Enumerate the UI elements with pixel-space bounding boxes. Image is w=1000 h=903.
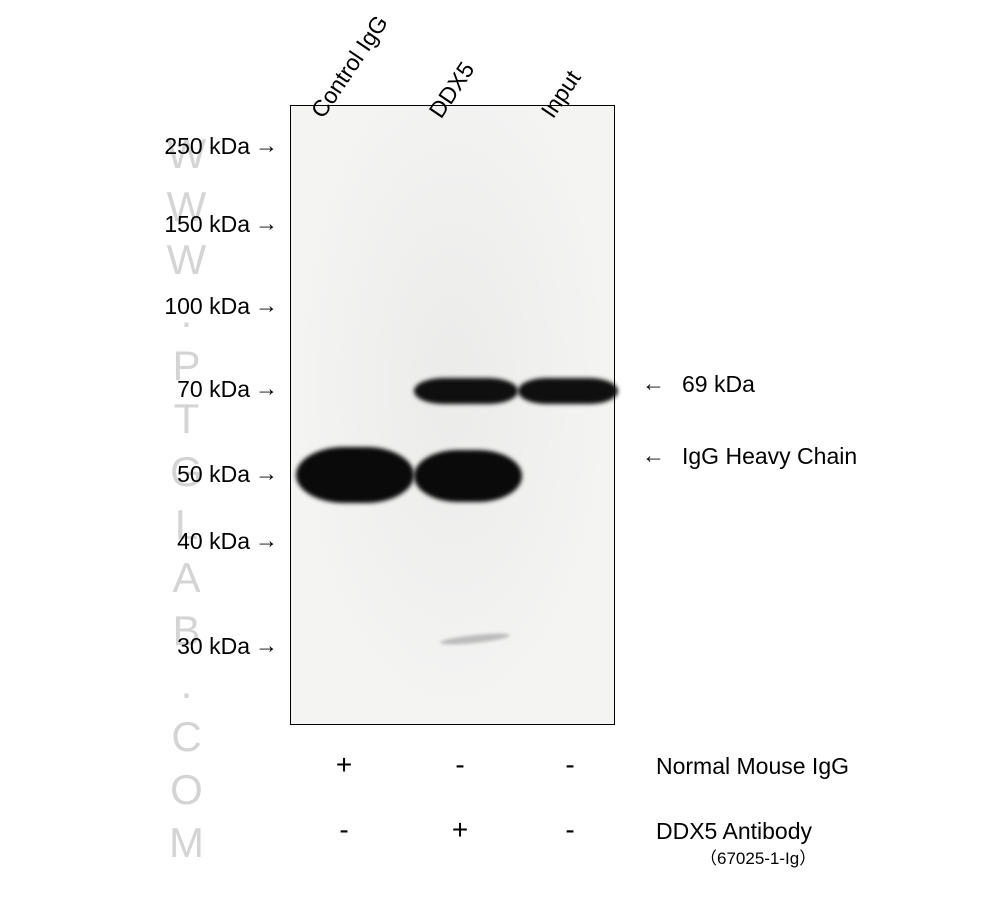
protein-band [414,378,518,404]
figure-container: WWW.PTGLAB.COM 250 kDa→150 kDa→100 kDa→7… [0,0,1000,903]
treatment-row-sublabel: （67025-1-Ig） [700,844,816,869]
protein-band [414,450,522,502]
arrow-right-icon: → [255,375,278,402]
minus-mark: - [555,749,585,781]
band-annotation-label: 69 kDa [682,371,755,398]
plus-mark: + [445,814,475,846]
minus-mark: - [329,814,359,846]
arrow-right-icon: → [255,210,278,237]
minus-mark: - [555,814,585,846]
mw-marker-label: 100 kDa [130,293,250,320]
plus-mark: + [329,749,359,781]
arrow-right-icon: → [255,132,278,159]
protein-band [296,447,414,503]
mw-marker-label: 40 kDa [130,528,250,555]
arrow-right-icon: → [255,460,278,487]
arrow-right-icon: → [255,527,278,554]
minus-mark: - [445,749,475,781]
arrow-left-icon: ← [642,370,665,397]
band-annotation-label: IgG Heavy Chain [682,443,857,470]
treatment-row-label: Normal Mouse IgG [656,753,849,780]
arrow-left-icon: ← [642,442,665,469]
arrow-right-icon: → [255,632,278,659]
mw-marker-label: 30 kDa [130,633,250,660]
mw-marker-label: 150 kDa [130,211,250,238]
mw-marker-label: 50 kDa [130,461,250,488]
protein-band [518,378,618,404]
blot-membrane [290,105,615,725]
treatment-row-label: DDX5 Antibody [656,818,812,845]
mw-marker-label: 250 kDa [130,133,250,160]
arrow-right-icon: → [255,292,278,319]
watermark-text: WWW.PTGLAB.COM [162,130,210,872]
mw-marker-label: 70 kDa [130,376,250,403]
